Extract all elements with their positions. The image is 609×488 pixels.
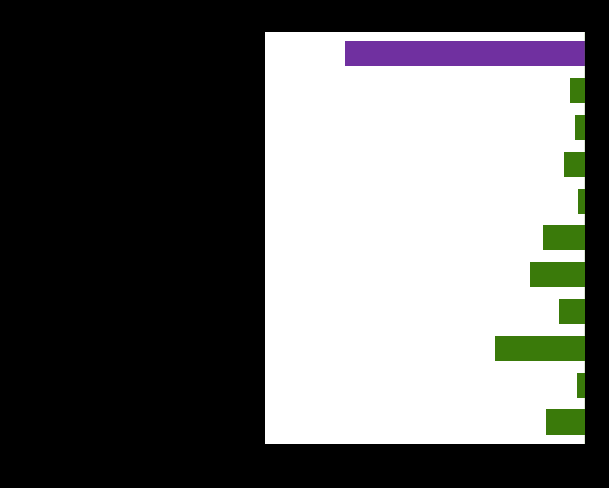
- Bar: [559, 299, 585, 324]
- Bar: [543, 225, 585, 250]
- Bar: [546, 409, 585, 434]
- Bar: [345, 41, 585, 66]
- Bar: [570, 78, 585, 103]
- Bar: [575, 115, 585, 140]
- Bar: [577, 373, 585, 398]
- Bar: [495, 336, 585, 361]
- Bar: [564, 152, 585, 177]
- Bar: [579, 188, 585, 214]
- Bar: [530, 262, 585, 287]
